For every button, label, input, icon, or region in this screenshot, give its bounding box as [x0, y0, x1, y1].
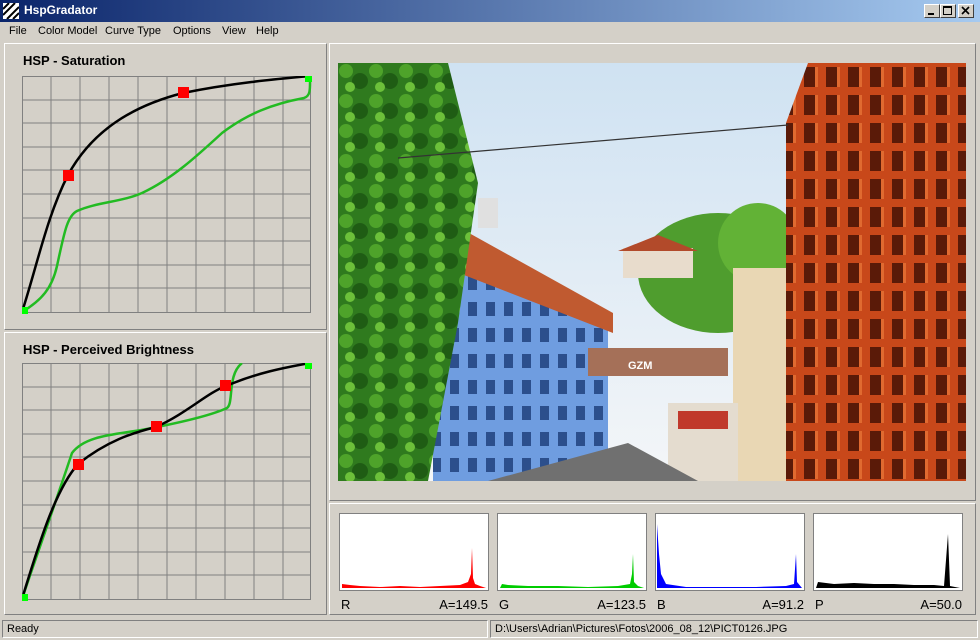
saturation-control-point[interactable] [178, 87, 189, 98]
close-button[interactable] [958, 4, 974, 18]
close-icon [961, 6, 970, 15]
brightness-control-point[interactable] [73, 459, 84, 470]
menu-options[interactable]: Options [173, 25, 211, 37]
status-file-path: D:\Users\Adrian\Pictures\Fotos\2006_08_1… [490, 620, 978, 638]
status-bar: Ready D:\Users\Adrian\Pictures\Fotos\200… [0, 618, 980, 640]
minimize-button[interactable] [924, 4, 940, 18]
brightness-curve-graph[interactable] [22, 363, 312, 601]
brightness-grid [22, 363, 311, 600]
histogram-g-average: A=123.5 [597, 597, 646, 612]
brightness-curve-title: HSP - Perceived Brightness [23, 342, 194, 357]
status-text: Ready [2, 620, 488, 638]
photo-image: GZM [338, 63, 966, 481]
brightness-response-curve [22, 363, 243, 600]
menu-bar: File Color Model Curve Type Options View… [0, 22, 980, 41]
menu-help[interactable]: Help [256, 25, 279, 37]
saturation-curve-panel: HSP - Saturation [4, 43, 327, 330]
saturation-grid [22, 76, 311, 313]
minimize-icon [928, 13, 934, 15]
title-bar[interactable]: HspGradator [0, 0, 980, 22]
brightness-endpoint-start[interactable] [22, 594, 28, 601]
histogram-p-label: P [815, 597, 824, 612]
brightness-control-point[interactable] [220, 380, 231, 391]
maximize-icon [943, 6, 952, 15]
brightness-control-point[interactable] [151, 421, 162, 432]
histogram-b-label: B [657, 597, 666, 612]
maximize-button[interactable] [940, 4, 956, 18]
photo-preview: GZM [338, 63, 966, 481]
menu-color-model[interactable]: Color Model [38, 25, 98, 37]
saturation-endpoint-end[interactable] [305, 76, 312, 82]
histogram-r-average: A=149.5 [439, 597, 488, 612]
histogram-p-bars [816, 534, 960, 588]
menu-view[interactable]: View [222, 25, 246, 37]
saturation-response-curve [22, 76, 312, 314]
histogram-p-average: A=50.0 [920, 597, 962, 612]
histogram-b [655, 513, 805, 591]
saturation-curve-line [22, 76, 311, 313]
histogram-g [497, 513, 647, 591]
histogram-r-label: R [341, 597, 351, 612]
menu-file[interactable]: File [9, 25, 27, 37]
histogram-p [813, 513, 963, 591]
saturation-control-point[interactable] [63, 170, 74, 181]
histogram-r [339, 513, 489, 591]
svg-text:GZM: GZM [628, 360, 652, 372]
brightness-endpoint-end[interactable] [305, 363, 312, 369]
app-icon [3, 3, 19, 19]
histogram-b-average: A=91.2 [762, 597, 804, 612]
histogram-g-label: G [499, 597, 510, 612]
histogram-r-bars [342, 548, 486, 588]
brightness-curve-panel: HSP - Perceived Brightness [4, 332, 327, 615]
saturation-endpoint-start[interactable] [22, 307, 28, 314]
menu-curve-type[interactable]: Curve Type [105, 25, 162, 37]
saturation-curve-graph[interactable] [22, 76, 312, 314]
window-title: HspGradator [24, 3, 98, 17]
histogram-b-bars [657, 524, 802, 588]
histogram-g-bars [500, 554, 644, 588]
saturation-curve-title: HSP - Saturation [23, 53, 126, 68]
